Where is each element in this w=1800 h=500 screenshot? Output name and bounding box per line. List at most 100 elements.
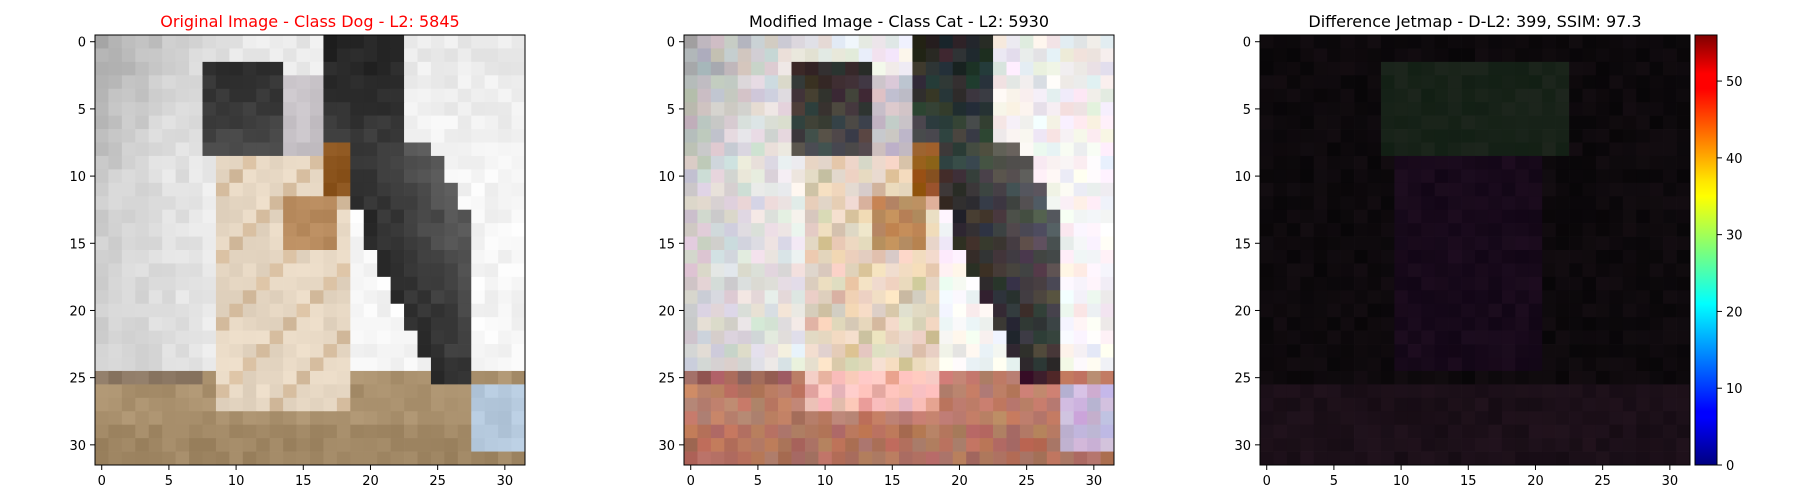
pixel-cell (430, 223, 445, 237)
pixel-cell (1273, 411, 1288, 426)
pixel-cell (444, 61, 459, 76)
pixel-cell (1019, 384, 1034, 399)
pixel-cell (764, 48, 779, 63)
pixel-cell (1501, 451, 1516, 466)
pixel-cell (899, 236, 913, 251)
pixel-cell (1622, 155, 1637, 170)
pixel-cell (1100, 182, 1115, 197)
pixel-cell (377, 182, 391, 197)
pixel-cell (1515, 344, 1530, 358)
pixel-cell (751, 223, 765, 237)
pixel-cell (1475, 438, 1489, 452)
pixel-cell (845, 344, 860, 358)
pixel-cell (885, 182, 900, 197)
pixel-cell (710, 129, 725, 143)
pixel-cell (269, 88, 284, 103)
pixel-cell (1569, 35, 1583, 49)
pixel-cell (1515, 276, 1530, 291)
pixel-cell (1528, 290, 1543, 305)
pixel-cell (724, 438, 739, 452)
pixel-cell (135, 290, 150, 305)
pixel-cell (1475, 357, 1489, 372)
pixel-cell (1501, 155, 1516, 170)
pixel-cell (1595, 397, 1610, 412)
pixel-cell (831, 276, 846, 291)
pixel-cell (1663, 370, 1677, 385)
pixel-cell (95, 115, 109, 130)
pixel-cell (1046, 344, 1061, 358)
pixel-cell (1622, 48, 1637, 63)
pixel-cell (804, 330, 819, 345)
pixel-cell (1100, 384, 1115, 399)
pixel-cell (1582, 411, 1597, 426)
pixel-cell (1367, 397, 1382, 412)
pixel-cell (1622, 61, 1637, 76)
pixel-cell (858, 155, 873, 170)
pixel-cell (1515, 303, 1530, 318)
pixel-cell (1260, 424, 1274, 439)
pixel-cell (1019, 451, 1034, 466)
pixel-cell (350, 209, 365, 224)
pixel-cell (1609, 209, 1624, 224)
pixel-cell (1060, 48, 1075, 63)
pixel-cell (1019, 303, 1034, 318)
pixel-cell (858, 370, 873, 385)
pixel-cell (872, 411, 886, 426)
pixel-cell (1649, 250, 1664, 264)
pixel-cell (1407, 424, 1422, 439)
pixel-cell (1461, 75, 1476, 90)
pixel-cell (390, 75, 405, 90)
pixel-cell (444, 182, 459, 197)
pixel-cell (939, 209, 954, 224)
pixel-cell (1327, 102, 1341, 116)
pixel-cell (1421, 250, 1436, 264)
pixel-cell (791, 88, 806, 103)
pixel-cell (764, 276, 779, 291)
pixel-cell (296, 290, 311, 305)
pixel-cell (1421, 330, 1436, 345)
pixel-cell (724, 451, 739, 466)
pixel-cell (1407, 169, 1422, 184)
pixel-cell (1006, 61, 1021, 76)
pixel-cell (1663, 451, 1677, 466)
pixel-cell (966, 451, 980, 466)
pixel-cell (818, 236, 833, 251)
pixel-cell (108, 129, 123, 143)
pixel-cell (1609, 223, 1624, 237)
pixel-cell (1622, 236, 1637, 251)
pixel-cell (310, 317, 324, 331)
pixel-cell (1060, 102, 1075, 116)
pixel-cell (1501, 303, 1516, 318)
pixel-cell (1663, 61, 1677, 76)
colorbar-gradient (1695, 35, 1717, 465)
pixel-cell (202, 88, 217, 103)
pixel-cell (1286, 129, 1301, 143)
pixel-cell (1273, 35, 1288, 49)
pixel-cell (135, 236, 150, 251)
pixel-cell (215, 424, 230, 439)
pixel-cell (1663, 115, 1677, 130)
pixel-cell (363, 142, 378, 157)
pixel-cell (1609, 317, 1624, 331)
pixel-cell (1340, 142, 1355, 157)
pixel-cell (1300, 88, 1315, 103)
pixel-cell (471, 236, 486, 251)
pixel-cell (778, 142, 792, 157)
pixel-cell (1434, 276, 1449, 291)
pixel-cell (148, 290, 163, 305)
pixel-cell (1300, 370, 1315, 385)
pixel-cell (296, 88, 311, 103)
pixel-cell (1595, 303, 1610, 318)
pixel-cell (189, 411, 203, 426)
pixel-cell (1060, 451, 1075, 466)
pixel-cell (737, 142, 752, 157)
pixel-cell (323, 142, 338, 157)
pixel-cell (1569, 169, 1583, 184)
pixel-cell (417, 236, 432, 251)
pixel-cell (885, 129, 900, 143)
pixel-cell (1354, 384, 1368, 399)
pixel-cell (858, 196, 873, 211)
pixel-cell (899, 451, 913, 466)
pixel-cell (1421, 169, 1436, 184)
pixel-cell (323, 263, 338, 278)
